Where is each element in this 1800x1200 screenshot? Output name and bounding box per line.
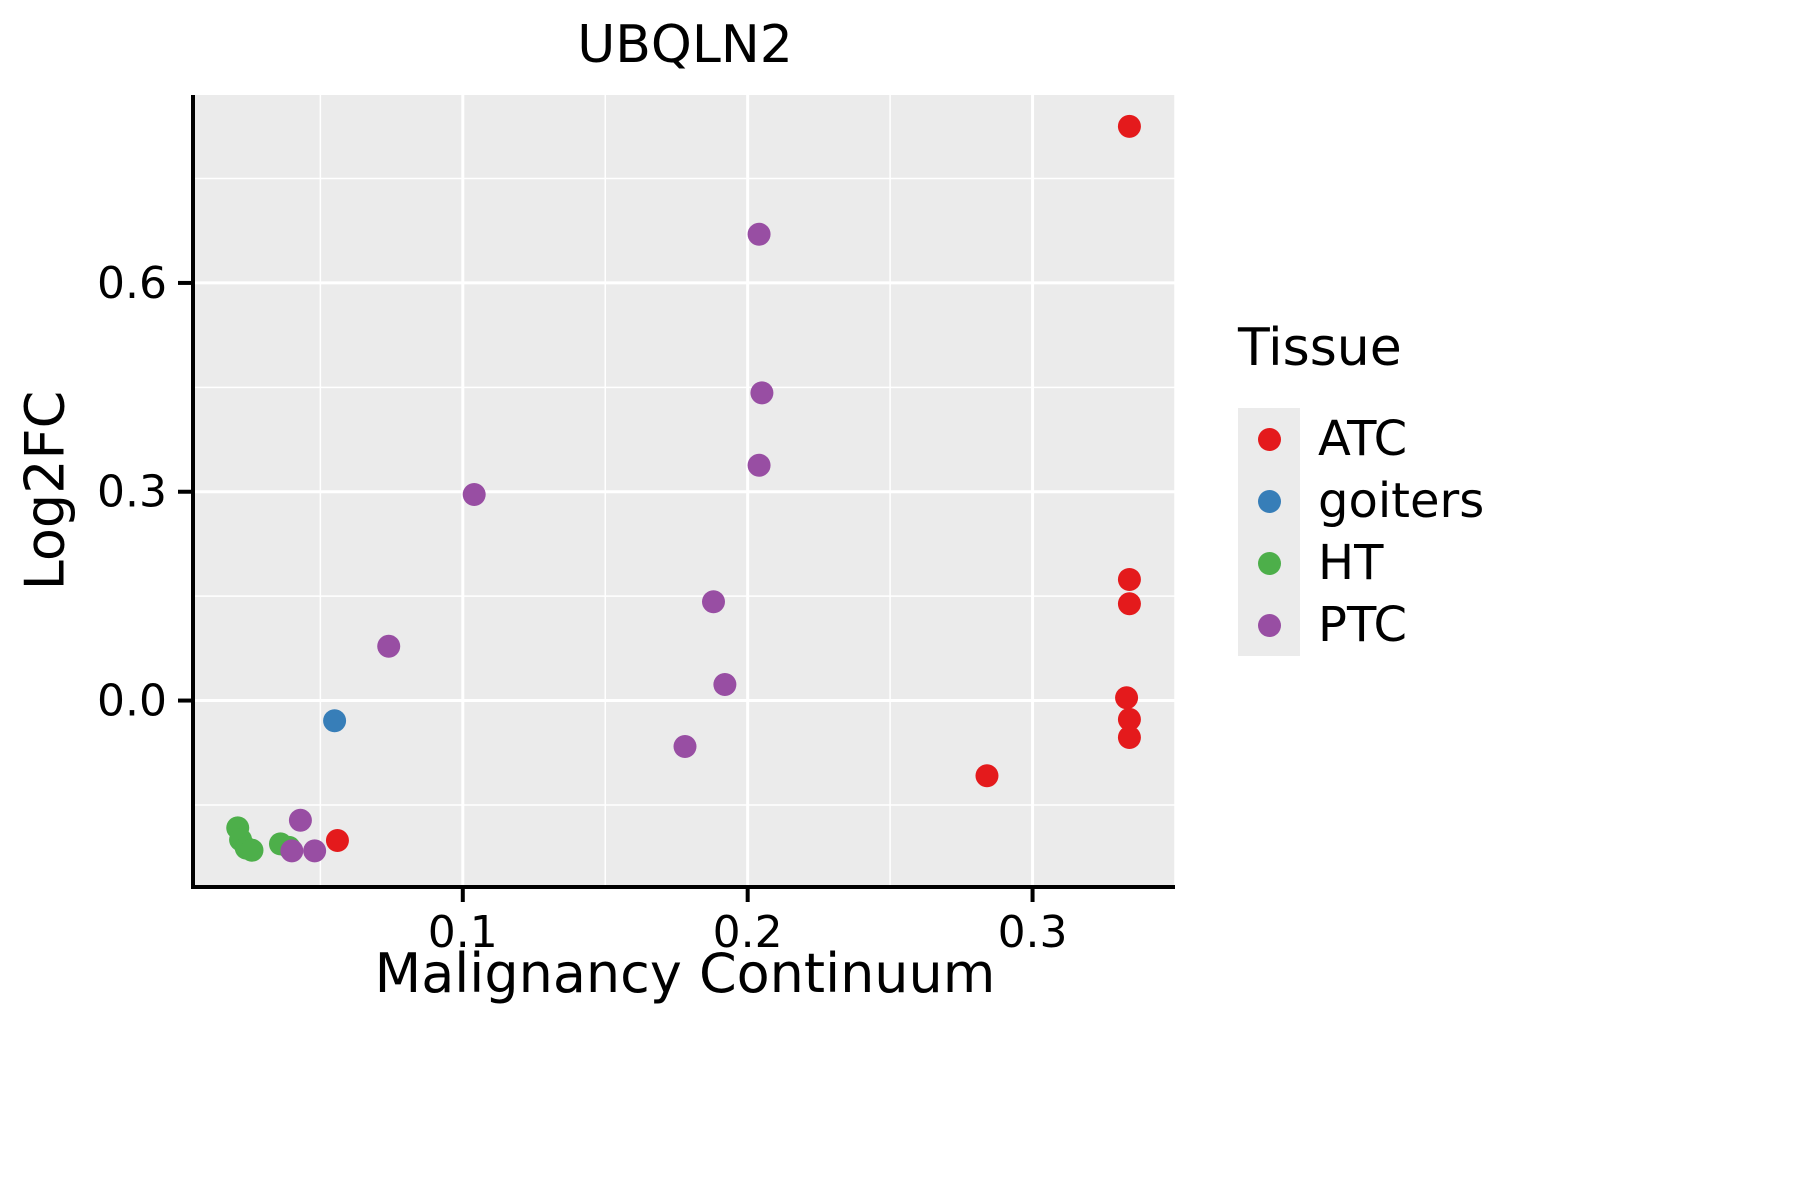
x-axis-title: Malignancy Continuum xyxy=(374,942,996,1005)
point-ATC xyxy=(1117,707,1141,731)
point-PTC xyxy=(462,483,486,507)
legend-label: goiters xyxy=(1318,473,1485,529)
point-ATC xyxy=(1117,725,1141,749)
legend-label: ATC xyxy=(1318,411,1408,467)
point-PTC xyxy=(750,381,774,405)
legend-items: ATC goiters HT PTC xyxy=(1238,408,1484,656)
point-PTC xyxy=(701,590,725,614)
point-HT xyxy=(240,838,264,862)
point-PTC xyxy=(280,839,304,863)
legend-dot-icon xyxy=(1257,551,1281,575)
y-tick-label: 0.3 xyxy=(97,467,167,518)
legend-title: Tissue xyxy=(1238,318,1402,378)
legend-dot-icon xyxy=(1257,489,1281,513)
point-ATC xyxy=(1115,686,1139,710)
legend-item-HT: HT xyxy=(1238,532,1484,594)
point-goiters xyxy=(323,709,347,733)
legend-item-ATC: ATC xyxy=(1238,408,1484,470)
point-ATC xyxy=(325,828,349,852)
legend-dot-icon xyxy=(1257,427,1281,451)
y-tick-label: 0.0 xyxy=(97,676,167,727)
point-PTC xyxy=(673,734,697,758)
point-PTC xyxy=(747,453,771,477)
point-PTC xyxy=(303,839,327,863)
legend-label: PTC xyxy=(1318,597,1407,653)
point-PTC xyxy=(288,808,312,832)
legend-key-PTC xyxy=(1238,594,1300,656)
legend: Tissue ATC goiters HT PTC xyxy=(1238,318,1484,656)
legend-label: HT xyxy=(1318,535,1384,591)
point-PTC xyxy=(377,634,401,658)
chart-title: UBQLN2 xyxy=(577,15,793,75)
plot-panel xyxy=(195,95,1175,885)
point-ATC xyxy=(975,764,999,788)
legend-key-ATC xyxy=(1238,408,1300,470)
point-ATC xyxy=(1117,114,1141,138)
legend-key-HT xyxy=(1238,532,1300,594)
x-tick-label: 0.2 xyxy=(713,907,783,958)
legend-dot-icon xyxy=(1257,613,1281,637)
x-tick-label: 0.3 xyxy=(998,907,1068,958)
legend-item-goiters: goiters xyxy=(1238,470,1484,532)
legend-key-goiters xyxy=(1238,470,1300,532)
point-PTC xyxy=(713,673,737,697)
y-axis-title-wrap: Log2FC xyxy=(0,95,90,885)
point-ATC xyxy=(1117,592,1141,616)
y-tick-label: 0.6 xyxy=(97,258,167,309)
point-PTC xyxy=(747,222,771,246)
y-axis-title: Log2FC xyxy=(13,390,77,590)
legend-item-PTC: PTC xyxy=(1238,594,1484,656)
x-tick-label: 0.1 xyxy=(428,907,498,958)
point-ATC xyxy=(1117,567,1141,591)
